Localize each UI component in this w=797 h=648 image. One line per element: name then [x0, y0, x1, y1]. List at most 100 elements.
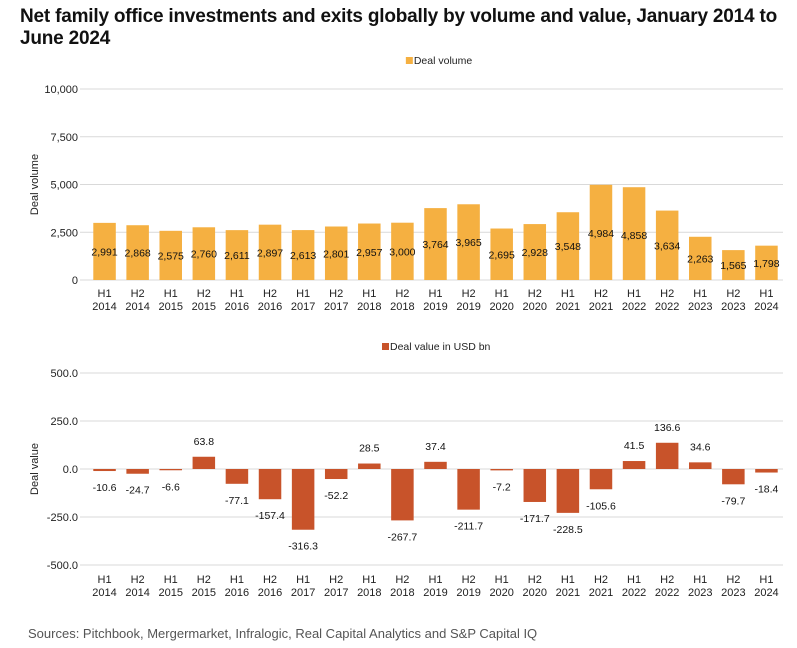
x-tick-label-half: H1 [693, 574, 707, 586]
x-tick-label-half: H1 [98, 574, 112, 586]
data-label: -228.5 [553, 524, 583, 536]
x-tick-label-year: 2021 [556, 587, 580, 599]
bar [324, 469, 348, 480]
x-tick-label-year: 2015 [158, 301, 182, 313]
x-tick-label-half: H1 [164, 574, 178, 586]
bar [755, 469, 778, 473]
legend: Deal volume [405, 55, 473, 67]
x-tick-label-half: H2 [462, 288, 476, 300]
bar [457, 469, 480, 510]
x-tick-label-year: 2017 [291, 587, 315, 599]
x-tick-label-year: 2024 [754, 587, 778, 599]
bar [722, 469, 745, 485]
x-tick-label-half: H2 [263, 288, 277, 300]
data-label: 2,897 [257, 247, 283, 259]
bar [159, 469, 182, 471]
y-tick-label: 0.0 [63, 464, 78, 476]
bar [689, 236, 712, 280]
x-tick-label-year: 2023 [721, 301, 745, 313]
x-tick-label-half: H1 [98, 288, 112, 300]
x-tick-label-year: 2017 [291, 301, 315, 313]
data-label: -105.6 [586, 500, 616, 512]
x-tick-label-half: H2 [660, 288, 674, 300]
bar [258, 224, 282, 280]
source-note: Sources: Pitchbook, Mergermarket, Infral… [28, 626, 538, 641]
y-tick-label: 250.0 [50, 416, 78, 428]
data-label: -52.2 [324, 490, 348, 502]
x-tick-label-half: H1 [296, 288, 310, 300]
data-label: -10.6 [93, 482, 117, 494]
x-tick-label-year: 2016 [225, 587, 249, 599]
x-tick-label-half: H1 [693, 288, 707, 300]
x-tick-label-half: H2 [329, 288, 343, 300]
data-label: -7.2 [493, 481, 511, 493]
x-tick-label-year: 2018 [390, 587, 414, 599]
x-tick-label-half: H2 [528, 574, 542, 586]
data-label: 2,928 [522, 247, 548, 259]
x-tick-label-half: H2 [660, 574, 674, 586]
x-tick-label-year: 2021 [589, 587, 613, 599]
x-tick-label-half: H1 [230, 574, 244, 586]
data-label: 2,575 [158, 250, 184, 262]
data-label: 1,798 [753, 258, 779, 270]
data-label: 4,984 [588, 228, 614, 240]
deal-volume-chart: Deal volume 0 2,500 5,000 7,500 10,000 Deal vo… [29, 55, 783, 313]
x-tick-label-year: 2015 [158, 587, 182, 599]
x-tick-label-half: H1 [362, 574, 376, 586]
x-tick-label-year: 2018 [357, 587, 381, 599]
y-tick-label: 10,000 [44, 84, 78, 96]
x-tick-label-year: 2019 [456, 587, 480, 599]
data-label: -157.4 [255, 510, 285, 522]
bar [490, 469, 513, 471]
bar [391, 222, 414, 280]
x-tick-label-year: 2023 [688, 587, 712, 599]
bar [324, 226, 348, 280]
bar [589, 469, 613, 490]
bar [93, 469, 116, 472]
bar [225, 469, 249, 484]
bar [391, 469, 414, 521]
legend-swatch [382, 343, 389, 350]
x-tick-label-half: H1 [495, 288, 509, 300]
y-axis-title: Deal volume [29, 154, 41, 215]
data-label: 3,634 [654, 240, 680, 252]
bar [225, 230, 249, 280]
bar [556, 469, 580, 513]
bar [126, 225, 149, 280]
y-tick-label: 5,000 [50, 180, 78, 192]
data-label: 28.5 [359, 443, 380, 455]
x-tick-label-half: H1 [627, 288, 641, 300]
bar [192, 456, 216, 469]
x-tick-label-half: H2 [726, 288, 740, 300]
x-tick-label-half: H1 [561, 574, 575, 586]
bar [424, 208, 447, 280]
data-label: 3,548 [555, 241, 581, 253]
x-tick-label-half: H2 [726, 574, 740, 586]
data-label: 3,965 [455, 237, 481, 249]
x-tick-label-year: 2024 [754, 301, 778, 313]
y-tick-label: 7,500 [50, 132, 78, 144]
x-tick-label-half: H2 [395, 288, 409, 300]
x-tick-label-year: 2015 [192, 587, 216, 599]
x-tick-label-year: 2020 [489, 587, 513, 599]
legend-label: Deal volume [414, 55, 473, 67]
x-tick-label-half: H1 [230, 288, 244, 300]
data-label: 63.8 [194, 436, 215, 448]
chart-title: Net family office investments and exits … [20, 6, 777, 49]
bar [556, 212, 580, 280]
x-tick-label-half: H1 [164, 288, 178, 300]
bar [358, 463, 381, 469]
x-tick-label-year: 2016 [258, 587, 282, 599]
x-tick-label-year: 2023 [688, 301, 712, 313]
x-tick-label-year: 2020 [523, 301, 547, 313]
data-label: 3,000 [389, 246, 415, 258]
x-tick-label-year: 2020 [489, 301, 513, 313]
bar [490, 228, 513, 280]
x-tick-label-half: H2 [395, 574, 409, 586]
bar [523, 224, 547, 280]
bar [755, 245, 778, 280]
data-label: 41.5 [624, 440, 645, 452]
data-label: -6.6 [162, 481, 180, 493]
data-label: -18.4 [754, 484, 778, 496]
data-label: 2,957 [356, 247, 382, 259]
